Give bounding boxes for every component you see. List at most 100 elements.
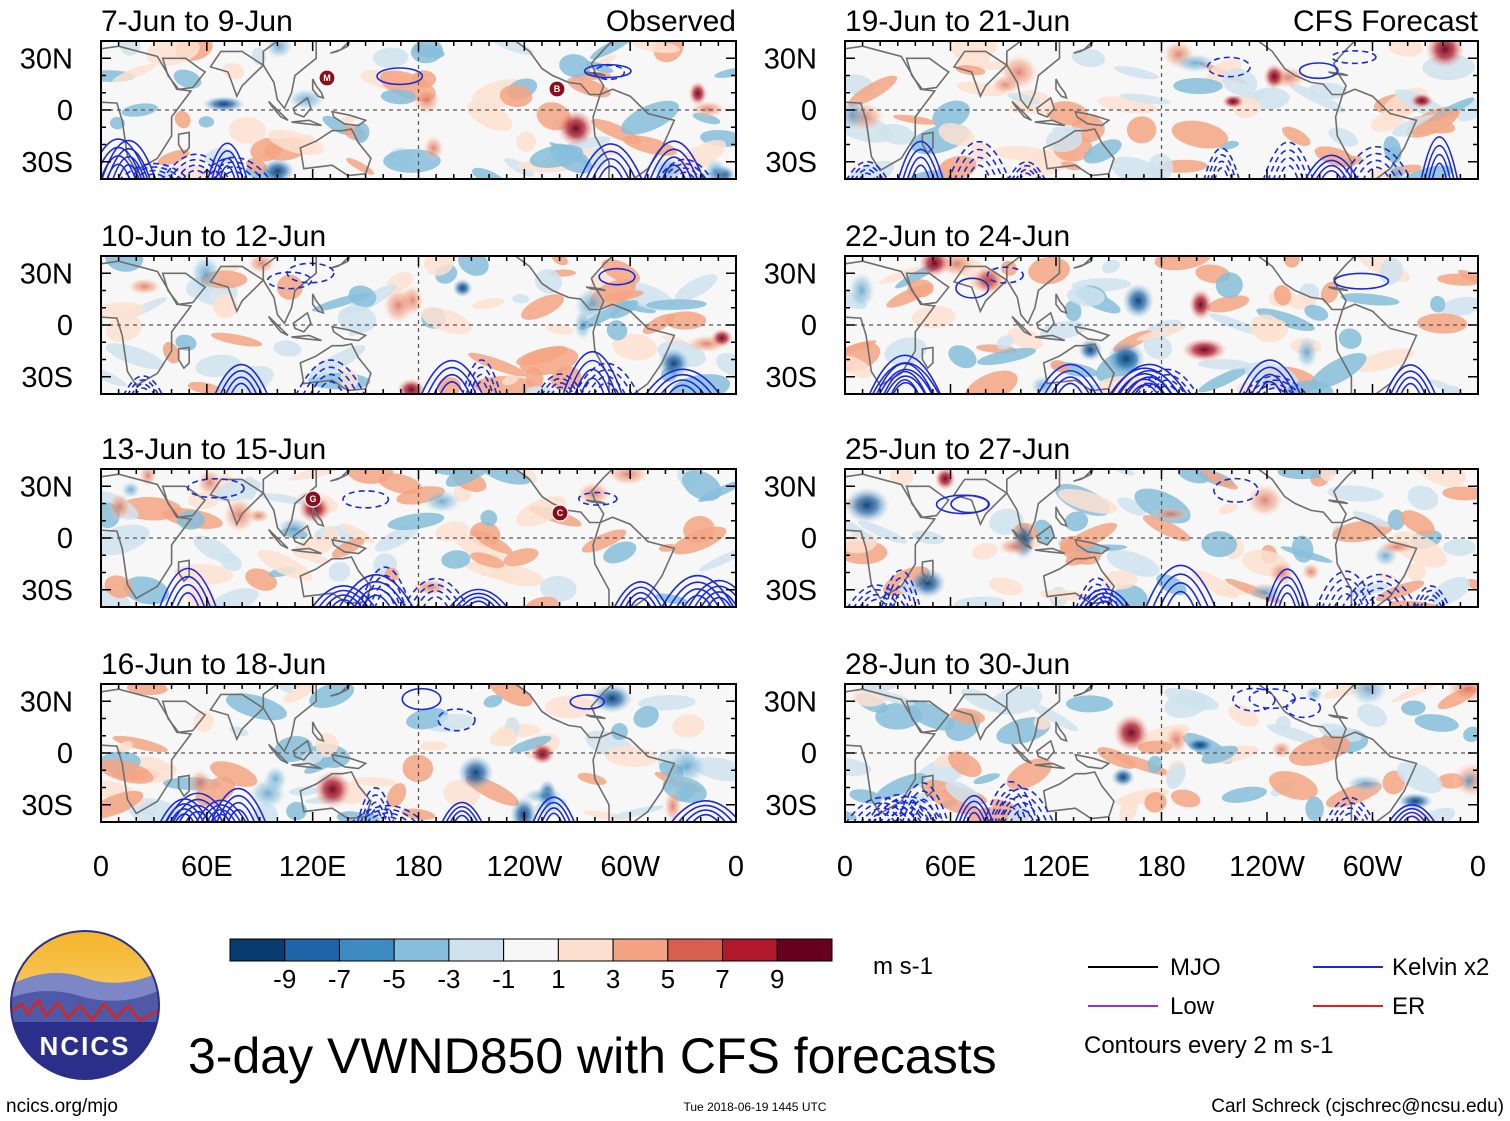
x-tick-label: 180 — [394, 851, 442, 883]
anomaly-patch — [1401, 700, 1426, 716]
kelvin-contour — [954, 794, 994, 822]
kelvin-contour — [461, 359, 502, 394]
kelvin-contour — [1238, 359, 1302, 394]
kelvin-contour — [1166, 590, 1195, 607]
panel-title: 19-Jun to 21-Jun — [845, 5, 1070, 38]
kelvin-contour — [847, 584, 907, 607]
kelvin-contour — [1088, 595, 1106, 607]
coastline — [291, 119, 322, 127]
anomaly-core — [690, 100, 726, 118]
anomaly-patch — [992, 145, 1051, 161]
y-tick-label: 30N — [764, 43, 817, 75]
anomaly-patch — [521, 294, 564, 320]
kelvin-contour — [219, 165, 236, 179]
anomaly-patch — [1352, 511, 1391, 528]
anomaly-core — [651, 155, 685, 179]
anomaly-patch — [1407, 485, 1439, 511]
anomaly-patch — [510, 735, 552, 753]
kelvin-contour — [441, 801, 483, 822]
anomaly-patch — [1156, 574, 1187, 596]
anomaly-patch — [971, 542, 998, 560]
anomaly-patch — [988, 577, 1024, 596]
y-tick-label: 0 — [801, 523, 817, 555]
legend-label-kelvin: Kelvin x2 — [1392, 954, 1489, 981]
kelvin-contour — [569, 694, 605, 710]
kelvin-contour — [1388, 804, 1436, 822]
kelvin-contour — [360, 794, 391, 822]
anomaly-patch — [480, 509, 498, 526]
kelvin-contour — [846, 161, 888, 179]
anomaly-patch — [1437, 273, 1478, 286]
kelvin-contour — [1340, 812, 1360, 822]
anomaly-patch — [315, 733, 339, 758]
anomaly-patch — [849, 789, 882, 804]
coastline — [267, 743, 289, 765]
colorbar-swatch — [284, 938, 340, 962]
colorbar-label: -7 — [328, 964, 351, 994]
coastline — [1005, 469, 1061, 538]
kelvin-contour — [164, 803, 205, 822]
anomaly-patch — [923, 779, 978, 815]
coastline — [1042, 343, 1115, 392]
kelvin-contour — [536, 373, 584, 394]
panel-2: 30N 0 30S 10-Jun to 12-Jun — [20, 220, 737, 395]
anomaly-patch — [890, 469, 914, 487]
anomaly-patch — [1441, 385, 1461, 394]
kelvin-contour — [367, 808, 384, 822]
anomaly-patch — [516, 131, 537, 152]
kelvin-contour — [131, 383, 155, 394]
kelvin-contour — [358, 808, 417, 822]
anomaly-patch — [126, 684, 168, 696]
anomaly-core — [1111, 767, 1135, 787]
anomaly-patch — [1387, 509, 1405, 531]
anomaly-patch — [1356, 704, 1387, 727]
anomaly-core — [1185, 737, 1215, 753]
anomaly-core — [107, 492, 132, 522]
kelvin-contour — [545, 812, 563, 822]
kelvin-contour — [161, 153, 230, 179]
anomaly-patch — [105, 343, 165, 370]
anomaly-patch — [948, 345, 977, 369]
anomaly-patch — [1117, 497, 1146, 516]
kelvin-contour — [170, 584, 206, 607]
anomaly-patch — [545, 323, 574, 335]
coastline — [1042, 128, 1115, 177]
y-tick-label: 30N — [20, 471, 73, 503]
anomaly-patch — [353, 122, 370, 143]
anomaly-core — [1305, 685, 1324, 703]
anomaly-patch — [977, 347, 1036, 366]
kelvin-contour — [1126, 376, 1172, 394]
kelvin-contour — [546, 382, 575, 394]
anomaly-patch — [273, 340, 302, 357]
kelvin-contour — [1251, 373, 1289, 394]
coastline — [905, 57, 950, 91]
y-tick-label: 30N — [764, 686, 817, 718]
kelvin-contour — [668, 384, 698, 394]
anomaly-patch — [257, 549, 313, 581]
anomaly-patch — [1355, 348, 1414, 372]
anomaly-patch — [672, 714, 705, 738]
anomaly-patch — [157, 149, 190, 166]
kelvin-contour — [1321, 578, 1371, 607]
coastline — [952, 693, 1009, 742]
anomaly-field — [845, 256, 1478, 394]
kelvin-contour — [624, 591, 657, 607]
kelvin-contour — [1078, 588, 1131, 607]
anomaly-patch — [175, 334, 197, 351]
footer-site[interactable]: ncics.org/mjo — [6, 1096, 118, 1117]
anomaly-core — [1174, 53, 1217, 73]
anomaly-patch — [674, 274, 718, 302]
kelvin-contour — [422, 596, 449, 607]
kelvin-contour — [684, 809, 727, 822]
y-tick-label: 0 — [57, 738, 73, 770]
anomaly-patch — [544, 695, 597, 719]
anomaly-patch — [454, 534, 504, 562]
anomaly-patch — [845, 810, 857, 821]
x-tick-label: 0 — [728, 851, 744, 883]
coastline — [952, 265, 1009, 314]
anomaly-patch — [348, 285, 377, 308]
kelvin-contour — [159, 798, 210, 822]
kelvin-contour — [906, 798, 939, 822]
panel-title: 16-Jun to 18-Jun — [101, 648, 326, 681]
kelvin-contour — [1327, 585, 1365, 607]
